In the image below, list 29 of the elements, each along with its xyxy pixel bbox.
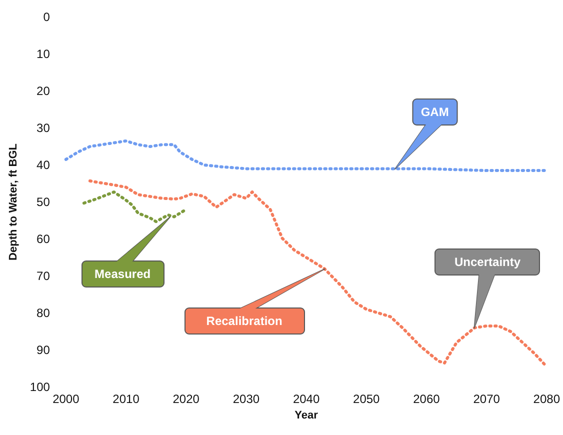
- x-tick-label: 2000: [52, 392, 80, 406]
- x-tick-label: 2040: [292, 392, 320, 406]
- y-tick-label: 40: [36, 158, 50, 172]
- y-tick-label: 80: [36, 306, 50, 320]
- x-tick-label: 2070: [473, 392, 500, 406]
- y-tick-label: 70: [36, 269, 50, 283]
- y-tick-label: 100: [30, 380, 50, 394]
- line-series: [88, 179, 548, 368]
- y-tick-label: 0: [43, 10, 50, 24]
- y-axis-title: Depth to Water, ft BGL: [8, 143, 20, 260]
- annotation: Measured: [82, 260, 164, 287]
- x-tick-label: 2050: [353, 392, 380, 406]
- x-tick-label: 2030: [232, 392, 260, 406]
- annotation: Uncertainty: [435, 248, 540, 275]
- x-axis-title: Year: [294, 409, 319, 422]
- annotation: GAM: [412, 98, 458, 125]
- x-tick-label: 2080: [533, 392, 560, 406]
- x-tick-label: 2020: [172, 392, 200, 406]
- y-tick-label: 60: [36, 232, 50, 246]
- line-series: [82, 190, 188, 224]
- annotation: Recalibration: [184, 308, 304, 334]
- y-tick-label: 90: [36, 343, 50, 357]
- line-series: [64, 139, 548, 172]
- x-tick-label: 2060: [413, 392, 440, 406]
- y-tick-label: 10: [36, 47, 50, 61]
- y-tick-label: 20: [36, 84, 50, 98]
- y-tick-label: 30: [36, 121, 50, 135]
- y-tick-label: 50: [36, 195, 50, 209]
- x-tick-label: 2010: [112, 392, 140, 406]
